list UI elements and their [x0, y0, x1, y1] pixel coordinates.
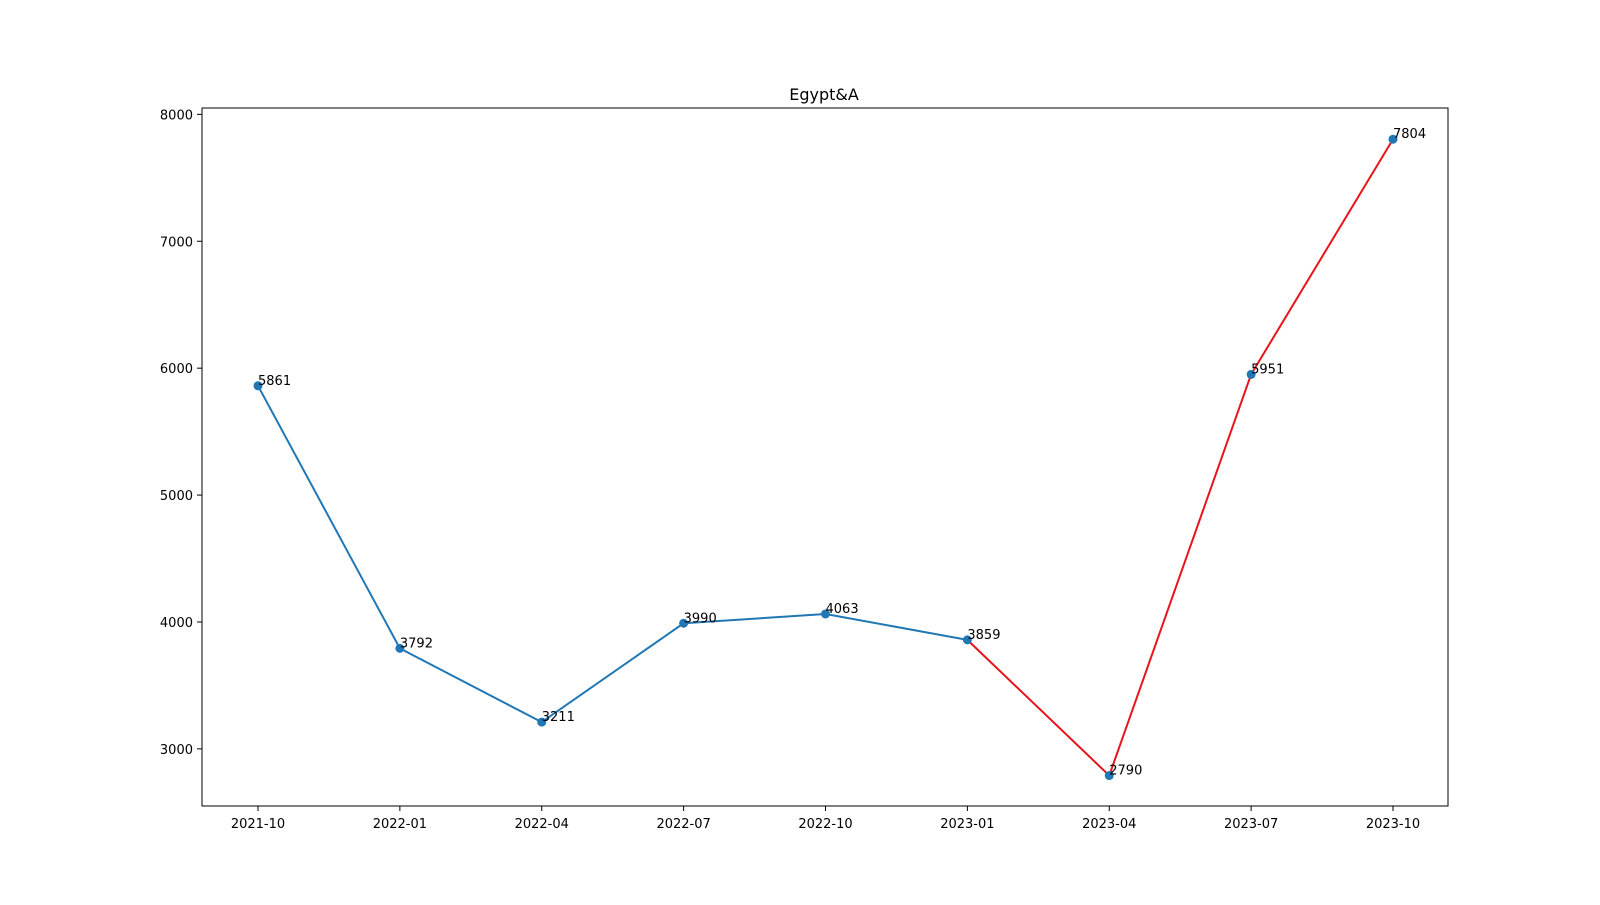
highlight-segment [1250, 138, 1394, 376]
x-tick-label: 2022-07 [656, 817, 710, 832]
data-label: 4063 [826, 602, 859, 617]
data-point [395, 643, 405, 653]
data-labels: 5861 3792 3211 3990 4063 3859 2790 5951 7804 [258, 127, 1426, 778]
y-tick-label: 4000 [160, 616, 193, 631]
x-tick-label: 2023-04 [1082, 817, 1136, 832]
data-point [679, 618, 689, 628]
data-point [537, 717, 547, 727]
x-tick-label: 2022-04 [515, 817, 569, 832]
y-tick-label: 8000 [160, 108, 193, 123]
data-label: 3211 [542, 710, 575, 725]
chart-title: Egypt&A [789, 85, 859, 104]
highlight-segment [1108, 373, 1253, 777]
line-segment [540, 622, 685, 724]
data-label: 3859 [967, 628, 1000, 643]
y-tick-label: 7000 [160, 235, 193, 250]
x-tick-label: 2021-10 [231, 817, 285, 832]
data-point [821, 609, 830, 619]
y-tick-label: 3000 [160, 743, 193, 758]
y-tick-label: 5000 [160, 489, 193, 504]
data-label: 2790 [1109, 764, 1142, 779]
x-tick-label: 2022-10 [798, 817, 852, 832]
x-tick-label: 2023-01 [940, 817, 994, 832]
data-label: 5861 [258, 374, 291, 389]
data-point [1388, 134, 1398, 144]
y-tick-label: 6000 [160, 362, 193, 377]
x-tick-label: 2022-01 [373, 817, 427, 832]
data-label: 3990 [684, 611, 717, 626]
x-tick-label: 2023-07 [1224, 817, 1278, 832]
data-label: 5951 [1251, 362, 1284, 377]
data-point [962, 635, 972, 645]
line-segment [682, 612, 827, 625]
x-tick-label: 2023-10 [1366, 817, 1420, 832]
y-axis-ticks: 3000 4000 5000 6000 7000 8000 [160, 108, 202, 758]
line-segment [398, 647, 543, 724]
data-label: 7804 [1393, 127, 1426, 142]
highlight-segment [966, 638, 1111, 777]
data-point [1104, 771, 1114, 781]
series-points [253, 134, 1398, 781]
data-label: 3792 [400, 636, 433, 651]
line-segment [824, 612, 969, 641]
line-segment [257, 384, 401, 650]
data-point [1246, 369, 1256, 379]
series-line [257, 138, 1394, 777]
x-axis-ticks: 2021-10 2022-01 2022-04 2022-07 2022-10 2023-… [231, 806, 1420, 832]
data-point [253, 381, 263, 391]
